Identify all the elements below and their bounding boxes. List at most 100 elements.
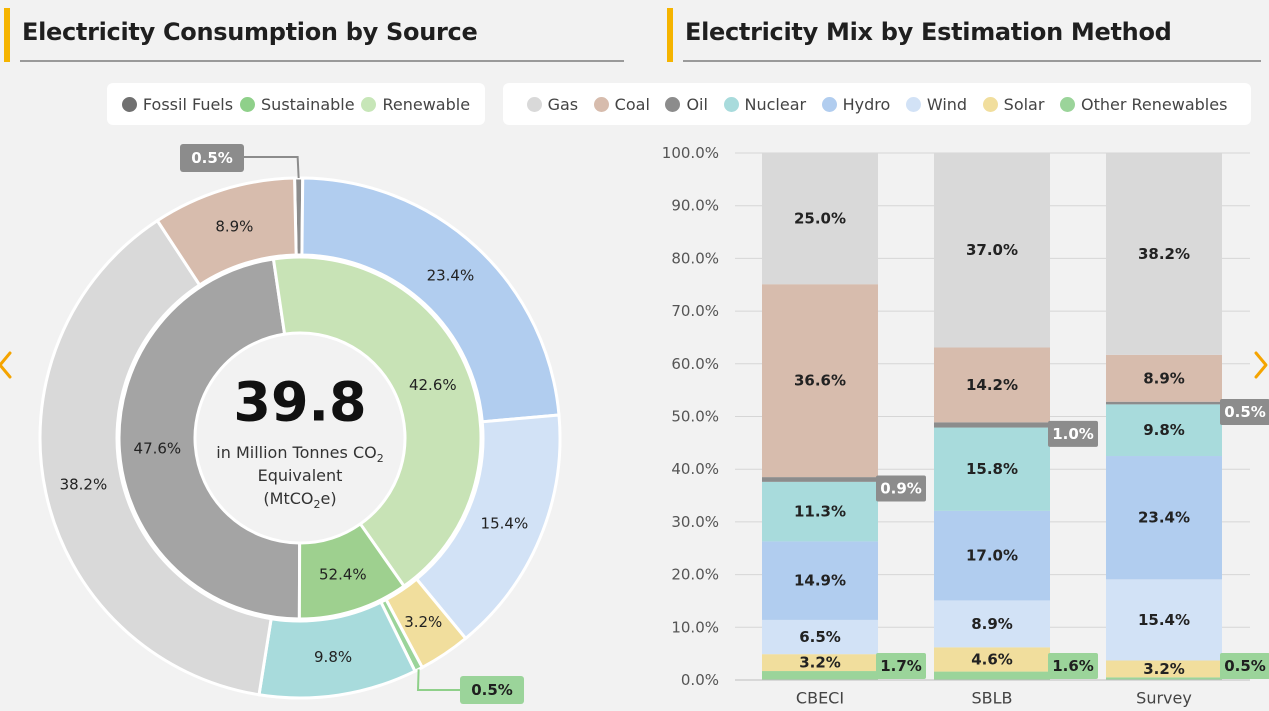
x-tick-label-survey: Survey <box>1136 689 1192 708</box>
total-emissions-value: 39.8 <box>233 371 366 434</box>
callout-survey-oil: 0.5% <box>1220 399 1269 426</box>
legend-item-coal[interactable]: Coal <box>593 95 650 114</box>
bar-label-cbeci-gas: 25.0% <box>794 209 846 227</box>
inner-slice-fossil-fuels[interactable] <box>117 257 302 621</box>
x-tick-label-sblb: SBLB <box>971 689 1012 708</box>
bar-segment-cbeci-nuclear[interactable] <box>762 481 878 542</box>
center-unit-line-2: Equivalent <box>258 466 343 485</box>
legend-swatch <box>1060 96 1075 112</box>
bar-segment-survey-oil[interactable] <box>1106 401 1222 405</box>
electricity-mix-legend: Gas Coal Oil Nuclear Hydro Wind Solar Other Ren… <box>503 83 1251 125</box>
bar-label-survey-wind: 15.4% <box>1138 611 1190 629</box>
bar-segment-survey-other-renewables[interactable] <box>1106 677 1222 680</box>
legend-item-fossil-fuels[interactable]: Fossil Fuels <box>121 95 233 114</box>
donut-center <box>198 336 402 540</box>
legend-label: Hydro <box>842 94 891 114</box>
center-unit-line-1: in Million Tonnes CO2 <box>216 443 383 465</box>
bar-segment-sblb-hydro[interactable] <box>934 510 1050 601</box>
bar-segment-survey-gas[interactable] <box>1106 153 1222 355</box>
chevron-left-icon[interactable] <box>0 345 36 385</box>
svg-text:0.5%: 0.5% <box>1224 657 1266 675</box>
bar-label-sblb-wind: 8.9% <box>971 615 1013 633</box>
bar-segment-cbeci-oil[interactable] <box>762 477 878 482</box>
legend-item-nuclear[interactable]: Nuclear <box>723 94 807 114</box>
bar-segment-cbeci-other-renewables[interactable] <box>762 671 878 680</box>
bar-label-sblb-coal: 14.2% <box>966 376 1018 394</box>
y-tick-label: 60.0% <box>671 355 719 373</box>
bar-segment-cbeci-gas[interactable] <box>762 152 878 285</box>
legend-label: Sustainable <box>261 94 355 114</box>
title-divider <box>20 60 624 62</box>
legend-item-other-renewables[interactable]: Other Renewables <box>1060 95 1227 114</box>
legend-item-wind[interactable]: Wind <box>905 94 968 114</box>
legend-swatch <box>723 96 739 112</box>
outer-label-nuclear: 9.8% <box>314 648 352 666</box>
svg-text:1.7%: 1.7% <box>880 657 922 675</box>
legend-swatch <box>526 96 542 112</box>
inner-slice-sustainable[interactable] <box>297 521 407 621</box>
legend-item-hydro[interactable]: Hydro <box>821 94 891 114</box>
legend-item-renewable[interactable]: Renewable <box>361 95 470 114</box>
bar-segment-survey-hydro[interactable] <box>1106 456 1222 580</box>
consumption-by-source-title-block: Electricity Consumption by Source <box>4 8 624 62</box>
bar-segment-cbeci-wind[interactable] <box>762 619 878 655</box>
outer-label-wind: 15.4% <box>481 514 529 532</box>
outer-slice-gas[interactable] <box>38 218 273 697</box>
inner-slice-renewable[interactable] <box>271 255 483 589</box>
y-tick-label: 100.0% <box>662 144 719 162</box>
callout-sblb-oil: 1.0% <box>1048 420 1098 447</box>
bar-segment-survey-wind[interactable] <box>1106 579 1222 661</box>
bar-segment-survey-solar[interactable] <box>1106 660 1222 678</box>
electricity-mix-title-block: Electricity Mix by Estimation Method <box>667 8 1261 62</box>
bar-segment-sblb-other-renewables[interactable] <box>934 671 1050 680</box>
bar-label-survey-gas: 38.2% <box>1138 245 1190 263</box>
chevron-right-icon[interactable] <box>1240 345 1269 385</box>
oil-callout: 0.5% <box>180 144 244 172</box>
legend-swatch <box>593 96 609 112</box>
bar-segment-survey-nuclear[interactable] <box>1106 404 1222 457</box>
bar-segment-sblb-nuclear[interactable] <box>934 427 1050 511</box>
legend-label: Nuclear <box>744 94 807 114</box>
svg-text:0.9%: 0.9% <box>880 479 922 497</box>
bar-label-sblb-solar: 4.6% <box>971 650 1013 668</box>
bar-label-sblb-gas: 37.0% <box>966 241 1018 259</box>
legend-swatch <box>905 96 921 112</box>
callout-cbeci-oil: 0.9% <box>876 475 926 502</box>
legend-item-oil[interactable]: Oil <box>665 95 708 114</box>
bar-segment-survey-coal[interactable] <box>1106 354 1222 402</box>
legend-label: Wind <box>926 94 968 114</box>
legend-label: Gas <box>547 94 579 114</box>
legend-item-sustainable[interactable]: Sustainable <box>240 95 355 114</box>
bar-label-sblb-nuclear: 15.8% <box>966 460 1018 478</box>
bar-segment-sblb-gas[interactable] <box>934 152 1050 348</box>
bar-label-survey-hydro: 23.4% <box>1138 509 1190 527</box>
y-tick-label: 0.0% <box>681 671 719 689</box>
title-divider <box>683 60 1261 62</box>
bar-segment-cbeci-solar[interactable] <box>762 654 878 672</box>
bar-segment-sblb-solar[interactable] <box>934 647 1050 672</box>
y-tick-label: 40.0% <box>671 460 719 478</box>
consumption-by-source-title: Electricity Consumption by Source <box>22 18 478 46</box>
legend-item-solar[interactable]: Solar <box>982 95 1044 114</box>
bar-label-survey-solar: 3.2% <box>1143 660 1185 678</box>
svg-text:0.5%: 0.5% <box>191 149 233 167</box>
legend-swatch <box>240 96 256 112</box>
outer-slice-coal[interactable] <box>155 176 298 288</box>
bar-segment-sblb-oil[interactable] <box>934 422 1050 428</box>
svg-text:1.0%: 1.0% <box>1052 425 1094 443</box>
y-tick-label: 90.0% <box>671 197 719 215</box>
bar-segment-cbeci-hydro[interactable] <box>762 541 878 620</box>
legend-swatch <box>121 96 137 112</box>
oil-callout-leader <box>244 156 300 179</box>
outer-label-hydro: 23.4% <box>427 266 475 284</box>
legend-item-gas[interactable]: Gas <box>526 94 579 114</box>
bar-segment-cbeci-coal[interactable] <box>762 284 878 478</box>
x-tick-label-cbeci: CBECI <box>796 689 844 708</box>
outer-slice-hydro[interactable] <box>300 176 561 424</box>
bar-label-survey-coal: 8.9% <box>1143 369 1185 387</box>
bar-segment-sblb-coal[interactable] <box>934 347 1050 423</box>
consumption-legend: Fossil Fuels Sustainable Renewable <box>107 83 485 125</box>
legend-label: Renewable <box>382 94 471 114</box>
bar-segment-sblb-wind[interactable] <box>934 600 1050 648</box>
